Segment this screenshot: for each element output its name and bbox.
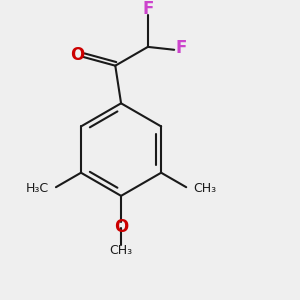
Text: O: O [70,46,84,64]
Text: H₃C: H₃C [26,182,49,195]
Text: CH₃: CH₃ [194,182,217,195]
Text: O: O [114,218,128,236]
Text: CH₃: CH₃ [110,244,133,257]
Text: F: F [176,39,187,57]
Text: F: F [142,0,154,18]
